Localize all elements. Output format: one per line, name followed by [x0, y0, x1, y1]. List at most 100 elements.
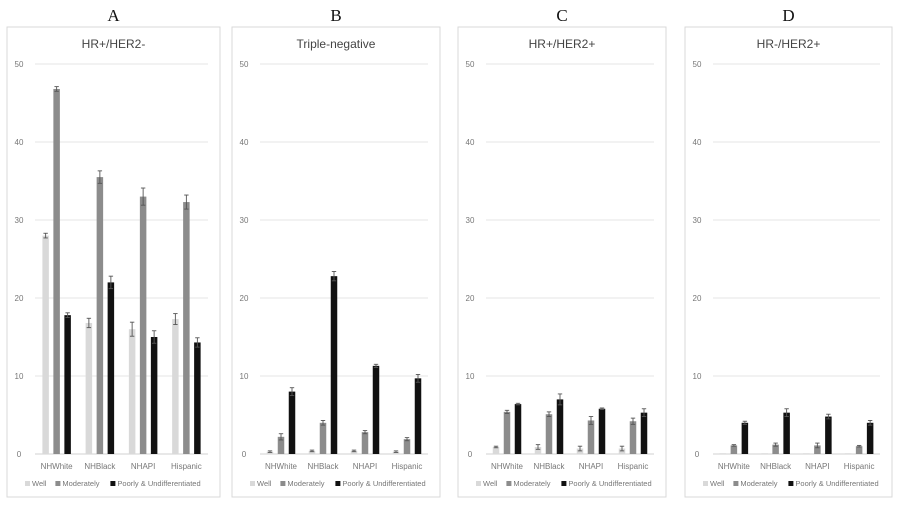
bar-well-hispanic	[844, 453, 852, 454]
error-bar	[504, 409, 510, 414]
bar-poorly-undifferentiated-nhblack	[330, 276, 338, 454]
error-bar	[826, 413, 831, 420]
error-bar	[140, 187, 146, 206]
y-tick-label: 20	[693, 294, 702, 303]
bar-poorly-undifferentiated-nhwhite	[514, 404, 522, 454]
y-tick-label: 50	[466, 60, 475, 69]
bar-moderately-nhwhite	[53, 88, 60, 455]
x-category-label: NHWhite	[491, 462, 524, 471]
bar-poorly-undifferentiated-nhwhite	[288, 391, 296, 454]
bar-poorly-undifferentiated-nhwhite	[64, 315, 71, 454]
error-bar	[588, 416, 594, 425]
y-tick-label: 20	[240, 294, 249, 303]
error-bar	[535, 444, 541, 450]
error-bar	[289, 387, 295, 396]
x-category-label: Hispanic	[844, 462, 875, 471]
error-bar	[630, 417, 636, 425]
y-tick-label: 40	[693, 138, 702, 147]
legend-label: Poorly & Undifferentiated	[117, 479, 200, 488]
error-bar	[267, 450, 273, 453]
bar-poorly-undifferentiated-nhapi	[825, 416, 832, 454]
bar-poorly-undifferentiated-nhblack	[556, 399, 564, 454]
error-bar	[815, 442, 820, 449]
error-bar	[784, 408, 789, 418]
bar-well-hispanic	[172, 319, 179, 454]
y-tick-label: 20	[466, 294, 475, 303]
error-bar	[404, 437, 410, 442]
x-category-label: Hispanic	[392, 462, 423, 471]
error-bar	[173, 313, 178, 325]
error-bar	[97, 170, 103, 184]
chart-title: HR+/HER2-	[82, 37, 146, 51]
error-bar	[309, 449, 315, 453]
legend-label: Poorly & Undifferentiated	[342, 479, 425, 488]
legend-swatch	[280, 481, 286, 486]
bar-moderately-hispanic	[183, 202, 190, 454]
bar-poorly-undifferentiated-nhapi	[598, 408, 606, 454]
x-category-label: Hispanic	[618, 462, 649, 471]
bar-poorly-undifferentiated-nhwhite	[741, 422, 749, 454]
error-bar	[415, 373, 421, 383]
bar-well-nhwhite	[42, 235, 49, 454]
bar-poorly-undifferentiated-nhblack	[107, 282, 115, 454]
error-bar	[184, 194, 189, 210]
x-category-label: NHWhite	[718, 462, 751, 471]
bar-moderately-nhapi	[814, 445, 821, 454]
bar-well-nhblack	[534, 446, 542, 454]
y-tick-label: 50	[693, 60, 702, 69]
legend: Well Moderately Poorly & Undifferentiated	[703, 479, 879, 488]
y-tick-label: 0	[695, 450, 700, 459]
legend: Well Moderately Poorly & Undifferentiated	[25, 479, 201, 488]
panel-letter: D	[782, 6, 794, 25]
error-bar	[773, 442, 778, 447]
bar-well-nhblack	[308, 450, 316, 454]
error-bar	[577, 445, 583, 452]
x-category-label: NHBlack	[84, 462, 116, 471]
y-tick-label: 30	[240, 216, 249, 225]
bar-moderately-nhwhite	[730, 445, 738, 454]
bar-moderately-nhapi	[361, 432, 369, 454]
chart-title: Triple-negative	[297, 37, 376, 51]
legend-label: Poorly & Undifferentiated	[568, 479, 651, 488]
bar-moderately-nhblack	[545, 414, 553, 454]
error-bar	[195, 337, 200, 348]
bar-poorly-undifferentiated-hispanic	[866, 422, 874, 454]
legend-label: Well	[483, 479, 498, 488]
bar-well-nhapi	[803, 453, 810, 454]
x-category-label: Hispanic	[171, 462, 202, 471]
bar-poorly-undifferentiated-nhblack	[783, 412, 790, 454]
bar-moderately-hispanic	[629, 421, 637, 454]
panel-letter: B	[330, 6, 341, 25]
legend-swatch	[788, 481, 794, 486]
error-bar	[320, 420, 326, 426]
legend: Well Moderately Poorly & Undifferentiated	[476, 479, 652, 488]
error-bar	[856, 444, 862, 448]
error-bar	[278, 433, 284, 441]
bar-poorly-undifferentiated-hispanic	[194, 342, 201, 454]
y-tick-label: 40	[15, 138, 24, 147]
bar-poorly-undifferentiated-hispanic	[640, 412, 648, 454]
bar-well-nhwhite	[719, 453, 727, 454]
panel-letter: C	[556, 6, 567, 25]
error-bar	[351, 449, 357, 453]
bar-moderately-nhblack	[96, 177, 104, 454]
chart-title: HR-/HER2+	[757, 37, 821, 51]
error-bar	[546, 411, 552, 418]
x-category-label: NHAPI	[579, 462, 603, 471]
y-tick-label: 40	[240, 138, 249, 147]
error-bar	[331, 271, 337, 282]
legend-label: Poorly & Undifferentiated	[795, 479, 878, 488]
y-tick-label: 30	[466, 216, 475, 225]
y-tick-label: 50	[15, 60, 24, 69]
legend-label: Moderately	[513, 479, 550, 488]
error-bar	[742, 420, 748, 425]
legend-swatch	[335, 481, 341, 486]
legend-swatch	[733, 481, 739, 486]
y-tick-label: 10	[693, 372, 702, 381]
legend-swatch	[703, 481, 708, 486]
legend-swatch	[110, 481, 116, 486]
error-bar	[731, 444, 737, 447]
error-bar	[151, 330, 157, 344]
bar-well-nhapi	[350, 450, 358, 454]
